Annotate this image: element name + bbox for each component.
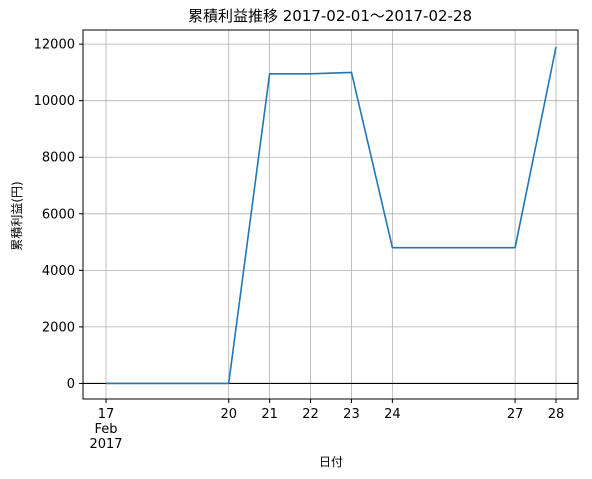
x-tick-sub-year: 2017 (89, 437, 122, 452)
x-tick-label: 20 (220, 407, 237, 422)
y-tick-label: 2000 (42, 320, 75, 335)
y-tick-label: 4000 (42, 264, 75, 279)
y-axis-ticks: 0 2000 4000 6000 8000 10000 12000 (34, 38, 83, 392)
x-tick-sub-month: Feb (94, 422, 117, 437)
chart-title: 累積利益推移 2017-02-01〜2017-02-28 (188, 7, 472, 25)
x-axis-ticks: 17 20 21 22 23 24 27 28 (98, 399, 565, 422)
y-tick-label: 0 (67, 377, 75, 392)
y-tick-label: 8000 (42, 151, 75, 166)
x-tick-label: 28 (548, 407, 565, 422)
x-axis-label: 日付 (319, 455, 343, 469)
y-tick-label: 12000 (34, 38, 75, 53)
y-tick-label: 10000 (34, 94, 75, 109)
x-tick-label: 21 (261, 407, 278, 422)
x-tick-label: 22 (302, 407, 319, 422)
x-tick-label: 17 (98, 407, 115, 422)
y-axis-label: 累積利益(円) (9, 181, 24, 250)
y-tick-label: 6000 (42, 207, 75, 222)
x-tick-label: 23 (343, 407, 360, 422)
grid-lines (83, 30, 578, 399)
series-line-0 (106, 46, 557, 385)
series-layer (106, 46, 557, 385)
plot-frame (82, 29, 579, 400)
x-tick-label: 27 (507, 407, 524, 422)
x-tick-label: 24 (384, 407, 401, 422)
